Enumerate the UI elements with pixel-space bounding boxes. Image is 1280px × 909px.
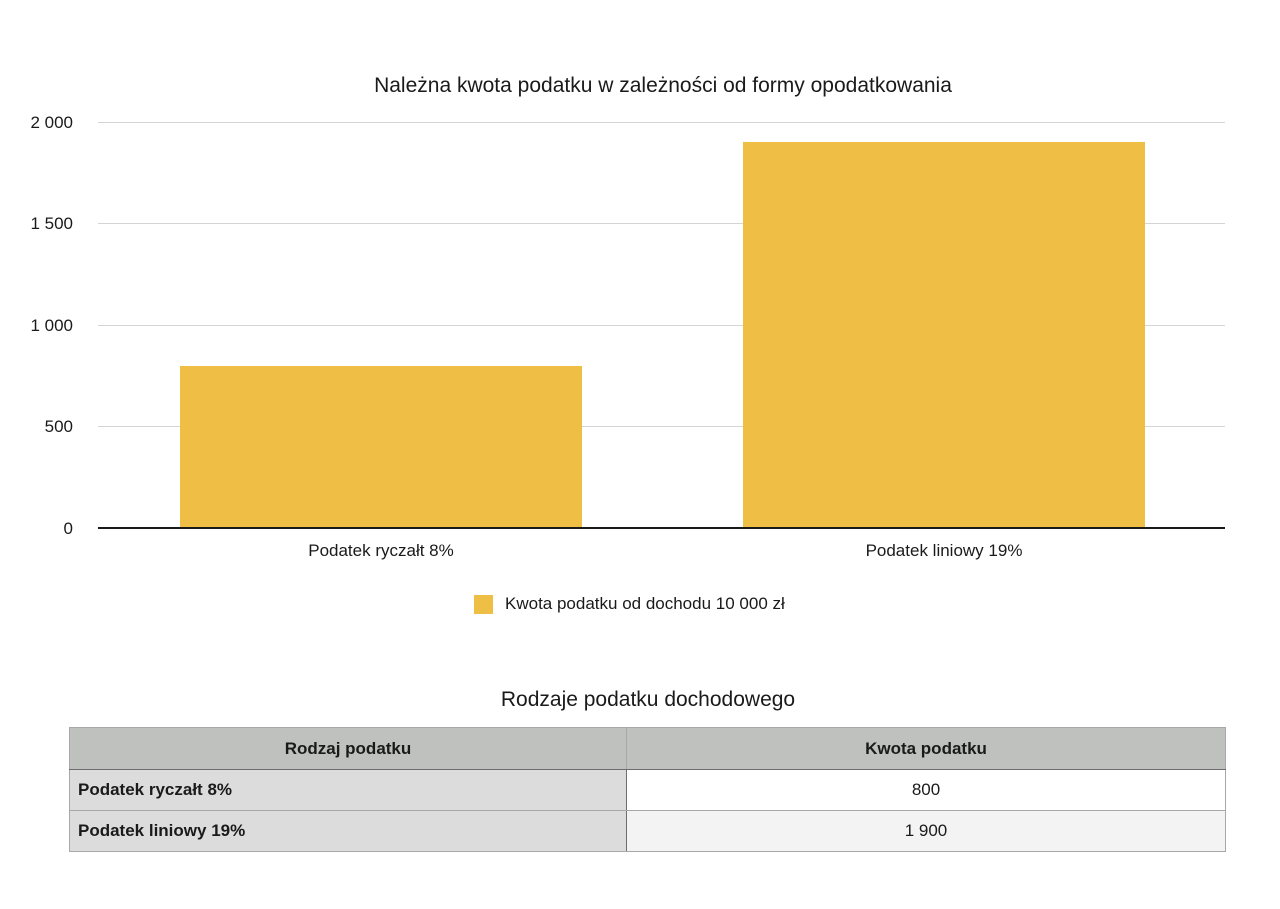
bar-liniowy — [743, 142, 1145, 528]
y-tick-1000: 1 000 — [30, 316, 73, 335]
table-title: Rodzaje podatku dochodowego — [500, 688, 796, 711]
gridline-500 — [98, 426, 1225, 427]
x-axis-line — [98, 527, 1225, 529]
table-row: Podatek ryczałt 8% 800 — [69, 769, 1226, 811]
x-label-liniowy: Podatek liniowy 19% — [865, 541, 1023, 560]
y-tick-2000: 2 000 — [30, 113, 73, 132]
y-tick-1500: 1 500 — [30, 214, 73, 233]
chart-title: Należna kwota podatku w zależności od fo… — [374, 74, 952, 97]
row-label: Podatek ryczałt 8% — [69, 769, 627, 811]
tax-table: Rodzaj podatku Kwota podatku Podatek ryc… — [69, 727, 1226, 852]
header-kwota: Kwota podatku — [626, 727, 1226, 770]
legend-label: Kwota podatku od dochodu 10 000 zł — [505, 594, 785, 613]
table-row: Podatek liniowy 19% 1 900 — [69, 810, 1226, 852]
row-value: 800 — [626, 769, 1226, 811]
header-rodzaj: Rodzaj podatku — [69, 727, 627, 770]
gridline-1500 — [98, 223, 1225, 224]
gridline-2000 — [98, 122, 1225, 123]
bar-ryczalt — [180, 365, 582, 528]
legend: Kwota podatku od dochodu 10 000 zł — [474, 594, 785, 614]
y-tick-0: 0 — [63, 519, 73, 538]
table-header-row: Rodzaj podatku Kwota podatku — [69, 727, 1226, 770]
row-value: 1 900 — [626, 810, 1226, 852]
plot-area — [98, 122, 1225, 529]
legend-swatch-icon — [474, 594, 493, 614]
gridline-1000 — [98, 325, 1225, 326]
x-label-ryczalt: Podatek ryczałt 8% — [308, 541, 454, 560]
row-label: Podatek liniowy 19% — [69, 810, 627, 852]
y-tick-500: 500 — [44, 417, 73, 436]
